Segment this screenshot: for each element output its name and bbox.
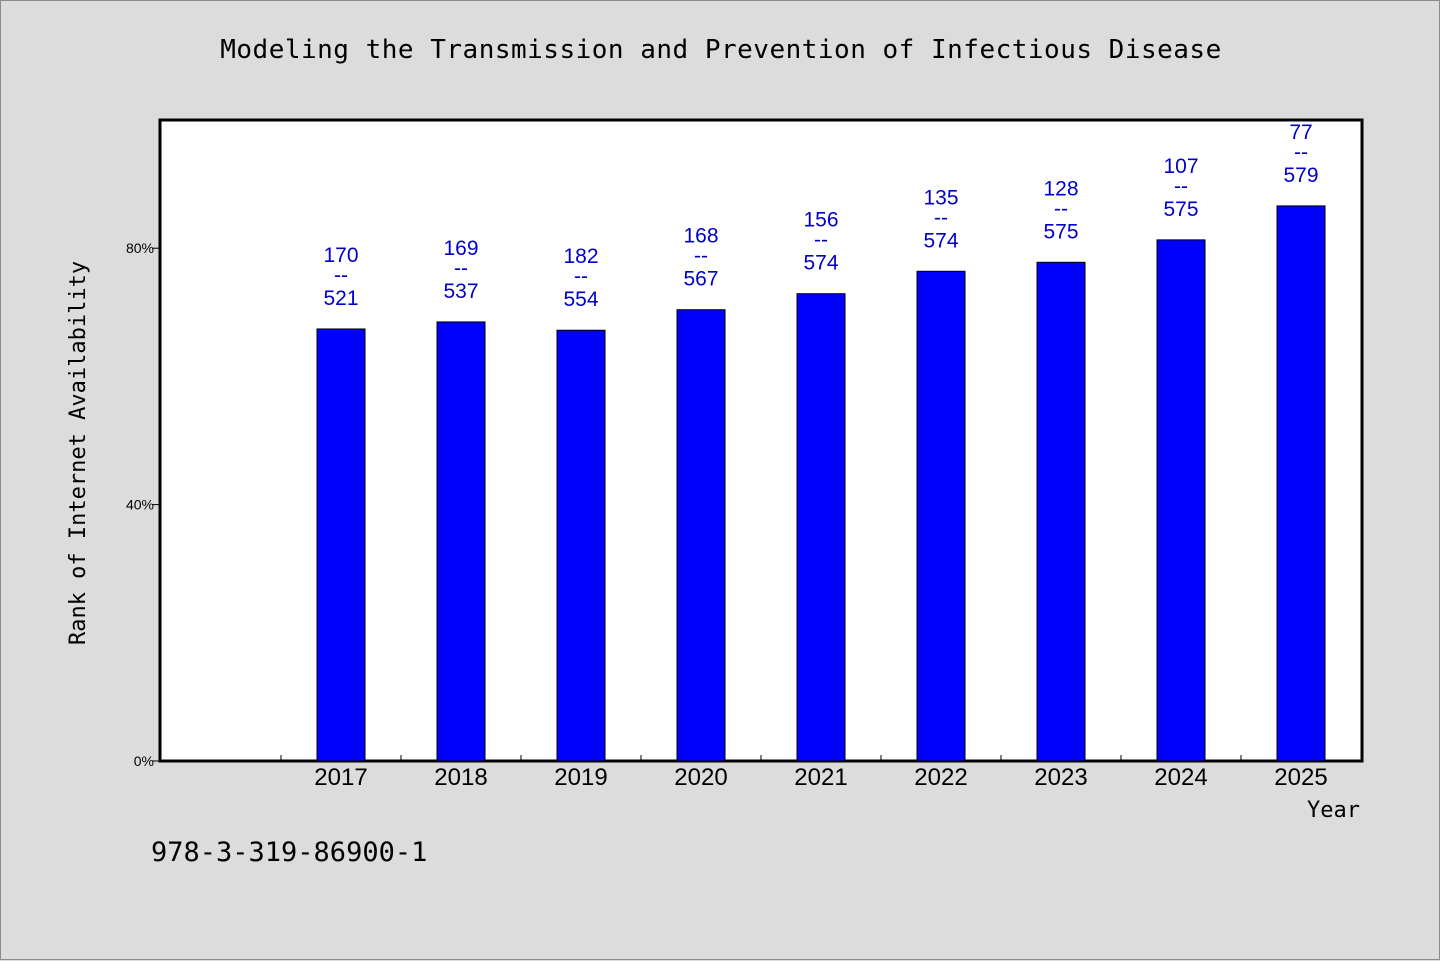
data-label-separator: --: [694, 245, 708, 268]
data-label-bottom: 554: [563, 288, 598, 311]
data-label-separator: --: [1294, 141, 1308, 164]
data-label-separator: --: [454, 257, 468, 280]
data-label-separator: --: [934, 206, 948, 229]
x-tick-label: 2025: [1274, 764, 1327, 791]
chart-title: Modeling the Transmission and Prevention…: [220, 35, 1222, 65]
bars: [316, 205, 1326, 762]
y-axis: 0% 40% 80%: [126, 240, 160, 769]
x-tick-label: 2023: [1034, 764, 1087, 791]
data-label-bottom: 574: [803, 252, 838, 275]
data-label-top: 156: [803, 209, 838, 232]
x-tick-label: 2021: [794, 764, 847, 791]
data-label-separator: --: [1174, 175, 1188, 198]
data-label-bottom: 574: [923, 229, 958, 252]
data-label-separator: --: [334, 264, 348, 287]
bar: [1036, 261, 1086, 762]
data-label-top: 135: [923, 186, 958, 209]
data-label-top: 107: [1163, 155, 1198, 178]
data-label-bottom: 579: [1283, 164, 1318, 187]
y-tick-label: 40%: [126, 497, 154, 513]
bar: [676, 309, 726, 762]
bar: [556, 329, 606, 762]
x-axis-title: Year: [1307, 798, 1360, 823]
data-label-bottom: 575: [1043, 220, 1078, 243]
isbn-label: 978-3-319-86900-1: [151, 837, 428, 868]
x-tick-label: 2022: [914, 764, 967, 791]
bar: [1276, 205, 1326, 762]
bar: [316, 328, 366, 762]
data-label-separator: --: [574, 265, 588, 288]
bar: [436, 321, 486, 762]
data-label-bottom: 575: [1163, 198, 1198, 221]
data-label-top: 168: [683, 225, 718, 248]
y-tick-label: 80%: [126, 240, 154, 256]
data-label-top: 128: [1043, 177, 1078, 200]
data-label-top: 77: [1289, 121, 1312, 144]
data-label-bottom: 537: [443, 280, 478, 303]
x-tick-label: 2017: [314, 764, 367, 791]
x-tick-label: 2020: [674, 764, 727, 791]
y-axis-title: Rank of Internet Availability: [66, 261, 91, 645]
bar: [1156, 239, 1206, 762]
data-label-separator: --: [814, 229, 828, 252]
x-axis: 2017 2018 2019 2020 2021 2022 2023 2024 2025: [280, 755, 1362, 791]
x-tick-label: 2024: [1154, 764, 1207, 791]
data-labels: 170--521169--537182--554168--567156--574…: [323, 121, 1318, 311]
data-label-top: 170: [323, 244, 358, 267]
data-label-top: 169: [443, 237, 478, 260]
x-tick-label: 2018: [434, 764, 487, 791]
x-tick-label: 2019: [554, 764, 607, 791]
bar: [796, 293, 846, 762]
data-label-separator: --: [1054, 197, 1068, 220]
data-label-top: 182: [563, 245, 598, 268]
y-tick-label: 0%: [134, 753, 154, 769]
data-label-bottom: 521: [323, 287, 358, 310]
data-label-bottom: 567: [683, 268, 718, 291]
bar: [916, 270, 966, 762]
